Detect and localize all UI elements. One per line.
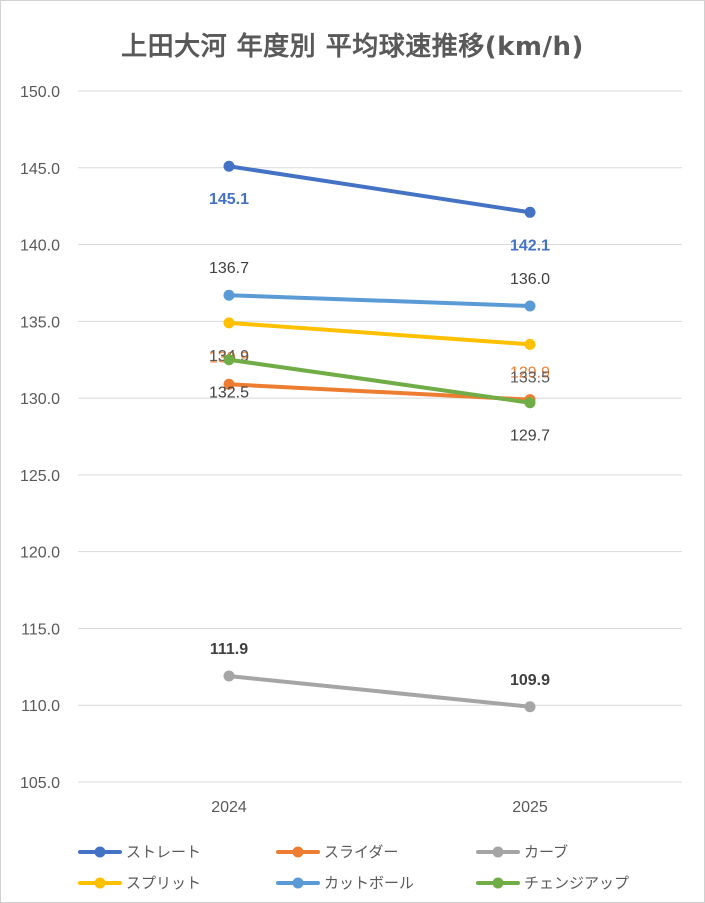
data-point: [223, 378, 235, 390]
legend-marker: [492, 877, 504, 889]
x-tick-label: 2024: [211, 799, 247, 816]
legend-marker: [94, 846, 106, 858]
legend-label: カットボール: [324, 874, 414, 892]
y-tick-label: 130.0: [20, 391, 60, 408]
data-label: 136.7: [209, 260, 249, 277]
data-label: 142.1: [510, 237, 550, 254]
series-line: [227, 357, 532, 405]
y-tick-label: 110.0: [21, 698, 60, 715]
data-point: [524, 206, 536, 218]
data-label: 133.5: [510, 369, 550, 386]
legend-marker: [292, 877, 304, 889]
data-point: [223, 317, 235, 329]
legend-label: チェンジアップ: [524, 874, 629, 892]
data-point: [223, 289, 235, 301]
series-line: [227, 674, 532, 709]
legend-label: スプリット: [126, 874, 201, 892]
data-point: [524, 701, 536, 713]
data-label: 109.9: [510, 672, 550, 689]
data-label: 129.7: [510, 428, 550, 445]
data-point: [223, 354, 235, 366]
series-line: [227, 320, 532, 347]
legend-marker: [492, 846, 504, 858]
data-label: 111.9: [210, 641, 248, 658]
x-tick-label: 2025: [512, 799, 548, 816]
data-label: 132.5: [209, 385, 249, 402]
legend-label: ストレート: [126, 843, 201, 861]
legend-marker: [94, 877, 106, 889]
data-label: 145.1: [209, 191, 249, 208]
series-line: [227, 293, 532, 308]
data-point: [223, 670, 235, 682]
legend-marker: [292, 846, 304, 858]
data-point: [524, 300, 536, 312]
data-label: 129.9: [510, 365, 550, 382]
data-point: [524, 338, 536, 350]
y-tick-label: 135.0: [20, 314, 60, 331]
data-point: [524, 397, 536, 409]
data-label: 136.0: [510, 271, 550, 288]
legend-label: スライダー: [324, 843, 398, 861]
legend-label: カーブ: [524, 843, 568, 861]
y-tick-label: 150.0: [20, 84, 60, 101]
y-tick-label: 145.0: [20, 161, 60, 178]
data-point: [223, 160, 235, 172]
y-tick-label: 120.0: [20, 545, 60, 562]
y-tick-label: 105.0: [20, 775, 60, 792]
y-tick-label: 115.0: [21, 621, 60, 638]
y-tick-label: 140.0: [20, 238, 60, 255]
chart-title: 上田大河 年度別 平均球速推移(km/h): [121, 32, 584, 62]
y-tick-label: 125.0: [20, 468, 60, 485]
series-line: [227, 164, 532, 215]
